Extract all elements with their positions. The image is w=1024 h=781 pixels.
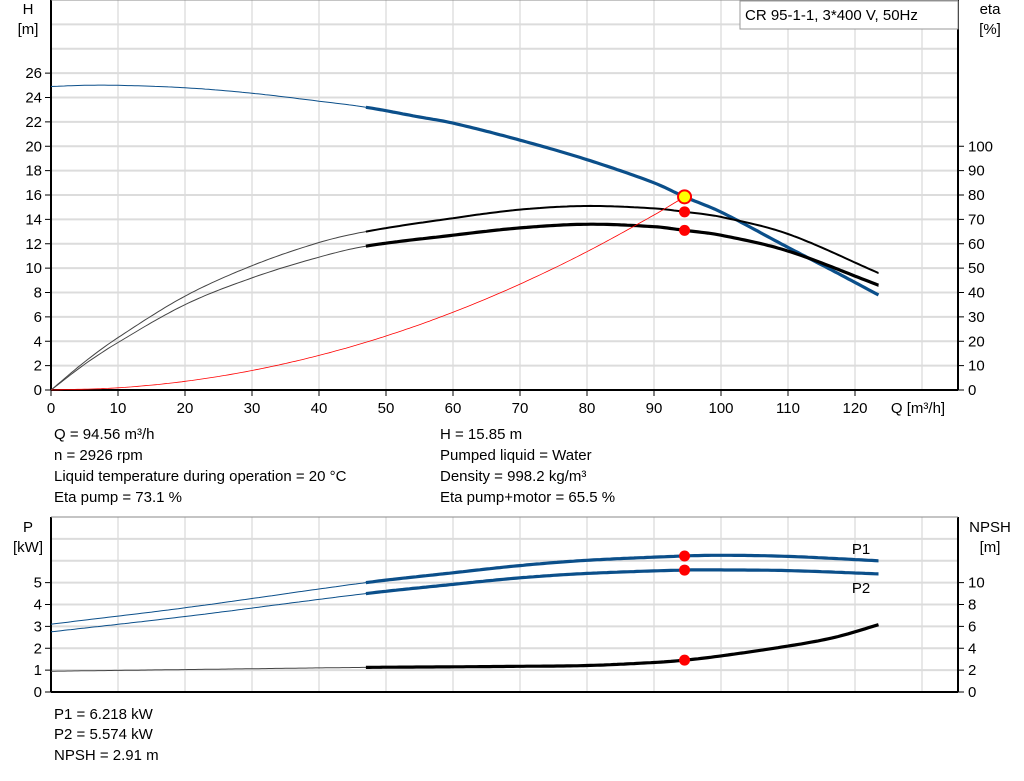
- x-tick-label: 10: [110, 400, 127, 417]
- y-axis-label-left-unit: [kW]: [13, 539, 43, 556]
- y-tick-label-left: 22: [25, 114, 42, 131]
- x-tick-label: 120: [842, 400, 867, 417]
- x-axis-label: Q [m³/h]: [891, 400, 945, 417]
- y-tick-label-left: 0: [34, 684, 42, 701]
- y-tick-label-left: 6: [34, 309, 42, 326]
- y-axis-label-right: eta: [980, 1, 1002, 18]
- y-tick-label-right: 20: [968, 333, 985, 350]
- operating-point: [679, 564, 691, 576]
- y-tick-label-left: 24: [25, 90, 42, 107]
- series-eta-pump-motor-extrapolated: [50, 245, 370, 391]
- y-tick-label-right: 0: [968, 684, 976, 701]
- y-tick-label-right: 10: [968, 575, 985, 592]
- y-tick-label-right: 100: [968, 138, 993, 155]
- y-axis-label-right-unit: [%]: [979, 21, 1001, 38]
- y-tick-label-left: 20: [25, 138, 42, 155]
- y-tick-label-left: 16: [25, 187, 42, 204]
- y-tick-label-right: 50: [968, 260, 985, 277]
- y-tick-label-left: 12: [25, 236, 42, 253]
- y-tick-label-left: 18: [25, 163, 42, 180]
- operating-point: [677, 189, 693, 205]
- x-tick-label: 20: [177, 400, 194, 417]
- series-P2-extrapolated: [50, 592, 370, 633]
- result-eta-pump: Eta pump = 73.1 %: [54, 489, 182, 506]
- y-tick-label-left: 1: [34, 662, 42, 679]
- y-tick-label-right: 2: [968, 662, 976, 679]
- y-tick-label-right: 40: [968, 285, 985, 302]
- y-tick-label-right: 60: [968, 236, 985, 253]
- result-head: H = 15.85 m: [440, 426, 523, 443]
- y-axis-label-left-unit: [m]: [18, 21, 39, 38]
- series-eta-pump-motor: [365, 222, 879, 287]
- series-eta-pump-extrapolated: [50, 230, 370, 391]
- x-tick-label: 30: [244, 400, 261, 417]
- x-tick-label: 60: [445, 400, 462, 417]
- y-tick-label-left: 10: [25, 260, 42, 277]
- y-tick-label-right: 0: [968, 382, 976, 399]
- y-tick-label-left: 4: [34, 333, 42, 350]
- y-tick-label-left: 5: [34, 575, 42, 592]
- y-tick-label-right: 80: [968, 187, 985, 204]
- series-P1-extrapolated: [50, 581, 370, 625]
- operating-point: [679, 550, 691, 562]
- y-tick-label-right: 90: [968, 163, 985, 180]
- y-tick-label-left: 2: [34, 640, 42, 657]
- x-tick-label: 70: [512, 400, 529, 417]
- y-tick-label-left: 2: [34, 358, 42, 375]
- result-flow: Q = 94.56 m³/h: [54, 426, 155, 443]
- y-axis-label-left: H: [23, 1, 34, 18]
- y-axis-label-right-unit: [m]: [980, 539, 1001, 556]
- series-label-p2: P2: [852, 580, 870, 597]
- y-tick-label-left: 26: [25, 65, 42, 82]
- result-liquid: Pumped liquid = Water: [440, 447, 592, 464]
- series-system-curve: [50, 196, 685, 391]
- result-density: Density = 998.2 kg/m³: [440, 468, 587, 485]
- series-P1: [365, 553, 879, 585]
- x-tick-label: 40: [311, 400, 328, 417]
- series-NPSH: [365, 623, 879, 669]
- result-eta-total: Eta pump+motor = 65.5 %: [440, 489, 616, 506]
- x-tick-label: 90: [646, 400, 663, 417]
- series-H-extrapolated: [50, 84, 370, 109]
- y-tick-label-right: 6: [968, 618, 976, 635]
- y-axis-label-left: P: [23, 519, 33, 536]
- y-tick-label-right: 8: [968, 597, 976, 614]
- result-temperature: Liquid temperature during operation = 20…: [54, 468, 347, 485]
- series-eta-pump: [365, 204, 879, 274]
- y-tick-label-left: 4: [34, 597, 42, 614]
- series-label-p1: P1: [852, 541, 870, 558]
- series-P2: [365, 568, 879, 596]
- y-tick-label-right: 70: [968, 211, 985, 228]
- y-tick-label-right: 30: [968, 309, 985, 326]
- y-tick-label-left: 0: [34, 382, 42, 399]
- operating-point: [679, 224, 691, 236]
- x-tick-label: 0: [47, 400, 55, 417]
- operating-point: [679, 206, 691, 218]
- y-tick-label-left: 8: [34, 285, 42, 302]
- chart-title: CR 95-1-1, 3*400 V, 50Hz: [745, 7, 918, 24]
- y-tick-label-left: 14: [25, 211, 42, 228]
- x-tick-label: 50: [378, 400, 395, 417]
- result-p1: P1 = 6.218 kW: [54, 706, 153, 723]
- x-tick-label: 100: [708, 400, 733, 417]
- series-H: [365, 105, 880, 297]
- y-tick-label-left: 3: [34, 618, 42, 635]
- y-tick-label-right: 10: [968, 358, 985, 375]
- operating-point: [679, 654, 691, 666]
- title-box: [739, 0, 959, 30]
- result-p2: P2 = 5.574 kW: [54, 726, 153, 743]
- result-speed: n = 2926 rpm: [54, 447, 143, 464]
- series-NPSH-extrapolated: [51, 666, 370, 672]
- y-axis-label-right: NPSH: [969, 519, 1011, 536]
- x-tick-label: 110: [776, 400, 800, 417]
- plot-area-2: [50, 516, 959, 693]
- result-npsh: NPSH = 2.91 m: [54, 747, 159, 764]
- x-tick-label: 80: [579, 400, 596, 417]
- y-tick-label-right: 4: [968, 640, 976, 657]
- plot-area-1: [50, 0, 959, 391]
